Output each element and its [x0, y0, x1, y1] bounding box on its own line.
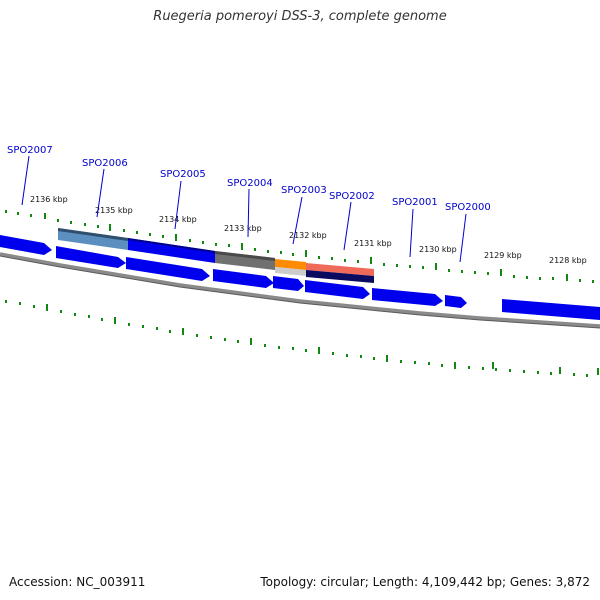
feature-block-orange[interactable]: [275, 259, 306, 270]
leader-spo2007: [21, 155, 30, 206]
leader-spo2001: [409, 208, 414, 258]
feature-block-navy[interactable]: [306, 270, 374, 283]
gene-arrow-8[interactable]: [502, 299, 600, 320]
scale-label-2136: 2136 kbp: [30, 195, 68, 204]
accession-text: Accession: NC_003911: [9, 575, 146, 589]
scale-label-2132: 2132 kbp: [289, 231, 327, 240]
gene-label-leaders: [21, 155, 467, 263]
gene-labels: SPO2007 SPO2006 SPO2005 SPO2004 SPO2003 …: [7, 145, 491, 213]
gene-arrow-1[interactable]: [56, 246, 126, 268]
gene-label-spo2005[interactable]: SPO2005: [160, 169, 206, 180]
gene-arrow-6[interactable]: [372, 288, 443, 306]
leader-spo2003: [292, 196, 303, 245]
leader-spo2006: [96, 168, 105, 218]
scale-labels: 2136 kbp 2135 kbp 2134 kbp 2133 kbp 2132…: [30, 195, 587, 265]
feature-block-red[interactable]: [306, 263, 374, 276]
feature-block-steelblue-top: [58, 228, 128, 241]
gene-arrows-upper: [0, 235, 52, 255]
lower-scale-ring: [5, 300, 599, 377]
scale-label-2131: 2131 kbp: [354, 239, 392, 248]
gene-arrows-lower: [56, 246, 600, 320]
leader-spo2004: [247, 188, 250, 238]
gene-label-spo2002[interactable]: SPO2002: [329, 191, 375, 202]
leader-spo2000: [459, 213, 467, 263]
gene-label-spo2001[interactable]: SPO2001: [392, 197, 438, 208]
gene-arrow-2[interactable]: [126, 257, 210, 281]
gene-label-spo2004[interactable]: SPO2004: [227, 178, 273, 189]
gene-arrow-5[interactable]: [305, 280, 370, 299]
gene-label-spo2003[interactable]: SPO2003: [281, 185, 327, 196]
gene-arrow-3[interactable]: [213, 269, 274, 288]
feature-track: [58, 228, 374, 283]
gene-label-spo2006[interactable]: SPO2006: [82, 158, 128, 169]
leader-spo2002: [343, 201, 352, 251]
gene-arrow-spo2007[interactable]: [0, 235, 52, 255]
scale-label-2130: 2130 kbp: [419, 245, 457, 254]
scale-label-2134: 2134 kbp: [159, 215, 197, 224]
gene-arrow-4[interactable]: [273, 276, 304, 291]
gene-label-spo2007[interactable]: SPO2007: [7, 145, 53, 156]
genome-summary-text: Topology: circular; Length: 4,109,442 bp…: [260, 575, 590, 589]
gene-label-spo2000[interactable]: SPO2000: [445, 202, 491, 213]
gene-arrow-7[interactable]: [445, 295, 467, 308]
leader-spo2005: [174, 180, 182, 230]
scale-label-2129: 2129 kbp: [484, 251, 522, 260]
gene-block-spo2005-top: [128, 238, 215, 253]
feature-block-grey-top: [215, 251, 275, 261]
genome-backbone: [0, 252, 600, 328]
upper-scale-ring: [5, 210, 594, 283]
map-title: Ruegeria pomeroyi DSS-3, complete genome: [153, 9, 447, 24]
scale-label-2133: 2133 kbp: [224, 224, 262, 233]
scale-label-2128: 2128 kbp: [549, 256, 587, 265]
feature-block-lightgrey: [275, 267, 306, 276]
scale-label-2135: 2135 kbp: [95, 206, 133, 215]
genome-backbone-shade: [0, 255, 600, 329]
gene-block-spo2005[interactable]: [128, 238, 215, 263]
